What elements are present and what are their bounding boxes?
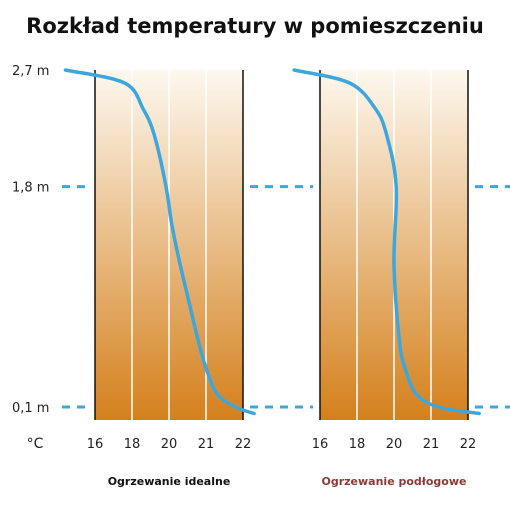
temperature-curve xyxy=(292,68,481,416)
temperature-curve xyxy=(63,68,256,416)
x-tick-label: 20 xyxy=(386,437,403,452)
x-tick-label: 22 xyxy=(235,437,252,452)
x-tick-label: 20 xyxy=(161,437,178,452)
x-tick-label: 22 xyxy=(460,437,477,452)
y-tick-label: 2,7 m xyxy=(12,64,49,79)
x-tick-label: 16 xyxy=(312,437,329,452)
x-tick-label: 16 xyxy=(87,437,104,452)
panel-1: 16 18 20 21 22 xyxy=(87,70,252,452)
x-unit-label: °C xyxy=(27,436,44,452)
x-tick-label: 18 xyxy=(124,437,141,452)
x-tick-label: 21 xyxy=(198,437,215,452)
x-tick-label: 21 xyxy=(423,437,440,452)
x-tick-label: 18 xyxy=(349,437,366,452)
y-tick-label: 0,1 m xyxy=(12,401,49,416)
y-tick-label: 1,8 m xyxy=(12,181,49,196)
chart-title: Rozkład temperatury w pomieszczeniu xyxy=(26,14,484,38)
panel-label: Ogrzewanie idealne xyxy=(108,475,231,488)
panel-label: Ogrzewanie podłogowe xyxy=(322,475,467,488)
